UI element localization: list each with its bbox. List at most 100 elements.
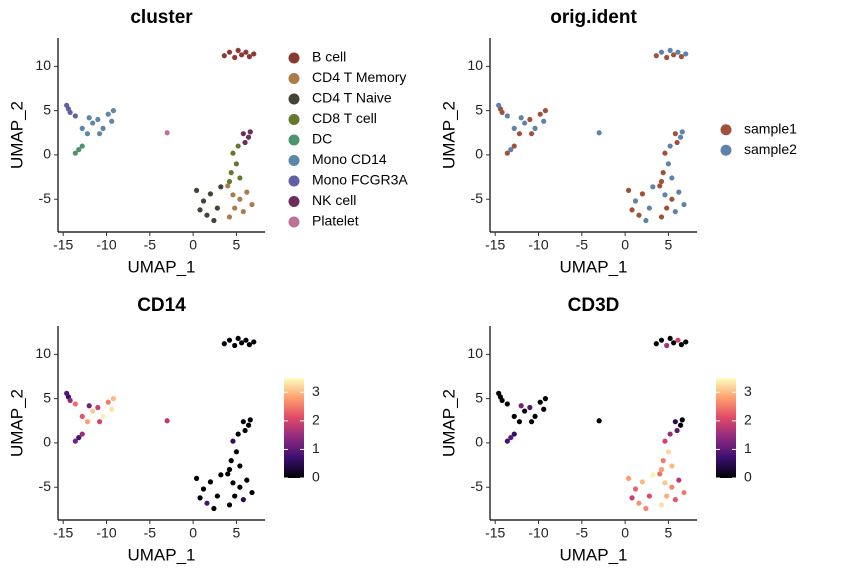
x-tick-label: -5 (144, 525, 157, 541)
point (596, 418, 602, 424)
point (672, 131, 678, 137)
point (632, 486, 639, 492)
point (542, 108, 549, 114)
x-tick-label: -15 (485, 237, 505, 253)
point (669, 196, 675, 202)
x-tick-label: 0 (621, 525, 629, 541)
point (96, 131, 103, 137)
x-tick-label: -10 (96, 525, 116, 541)
point (226, 337, 233, 343)
point (225, 471, 231, 477)
point (242, 139, 248, 146)
point (245, 134, 252, 140)
point (193, 475, 200, 481)
colorbar-label: 3 (744, 383, 752, 399)
point (76, 435, 82, 441)
colorbar-label: 1 (744, 440, 752, 456)
point (636, 500, 642, 506)
point (681, 489, 687, 496)
y-tick-label: -5 (471, 478, 484, 494)
point (657, 471, 663, 477)
legend-swatch (288, 134, 300, 146)
point (197, 207, 203, 213)
point (672, 209, 678, 215)
point (662, 150, 668, 156)
point (232, 493, 238, 499)
point (105, 399, 111, 405)
point (629, 207, 635, 213)
point (672, 497, 678, 503)
point (225, 183, 231, 189)
point (251, 339, 257, 345)
point (650, 184, 656, 190)
point (211, 505, 217, 512)
point (197, 495, 203, 501)
point (658, 466, 665, 473)
legend-swatch (288, 52, 300, 64)
point (672, 419, 678, 425)
point (72, 113, 78, 119)
point (504, 438, 510, 444)
point (243, 49, 249, 55)
legend-label: Mono FCGR3A (312, 172, 408, 188)
x-axis-label: UMAP_1 (127, 545, 195, 564)
point (658, 337, 665, 343)
legend-label: Mono CD14 (312, 151, 387, 167)
point (679, 129, 685, 135)
point (497, 394, 503, 400)
point (72, 401, 78, 407)
colorbar (284, 378, 304, 478)
point (84, 419, 91, 425)
point (625, 187, 632, 193)
point (204, 212, 210, 218)
x-tick-label: -10 (96, 237, 116, 253)
point (537, 111, 543, 117)
y-tick-label: 5 (475, 389, 483, 405)
x-tick-label: 5 (665, 525, 673, 541)
x-tick-label: 5 (233, 525, 241, 541)
y-tick-label: 0 (43, 434, 51, 450)
point (669, 175, 675, 181)
point (64, 390, 70, 396)
point (65, 106, 71, 112)
point (537, 399, 543, 405)
panel-title: cluster (130, 7, 193, 28)
point (230, 480, 236, 486)
point (662, 480, 668, 486)
point (639, 479, 646, 485)
point (193, 187, 200, 193)
panel: CD3D UMAP_1 UMAP_2 -15 -10 -5 0 5 -5 0 5 10 0 1 2 3 (439, 295, 752, 564)
point (237, 175, 243, 181)
point (242, 427, 248, 434)
point (72, 438, 78, 444)
point (664, 493, 670, 499)
point (675, 337, 681, 343)
point (110, 396, 117, 402)
legend-swatch (720, 124, 732, 136)
y-tick-label: 10 (467, 57, 483, 73)
point (511, 413, 517, 419)
point (625, 475, 632, 481)
y-tick-label: -5 (39, 478, 52, 494)
point (675, 49, 681, 55)
point (95, 404, 101, 411)
point (240, 209, 246, 215)
point (658, 502, 665, 508)
point (669, 484, 675, 490)
point (681, 201, 687, 208)
colorbar-label: 2 (744, 412, 752, 428)
point (244, 477, 250, 483)
point (522, 120, 528, 126)
colorbar-label: 1 (312, 440, 320, 456)
point (235, 431, 241, 437)
point (527, 116, 533, 123)
point (508, 147, 514, 153)
point (639, 191, 646, 197)
point (527, 404, 533, 411)
point (95, 116, 101, 123)
point (200, 486, 207, 492)
point (90, 408, 96, 414)
x-tick-label: -5 (576, 525, 589, 541)
point (636, 212, 642, 218)
point (240, 419, 246, 425)
